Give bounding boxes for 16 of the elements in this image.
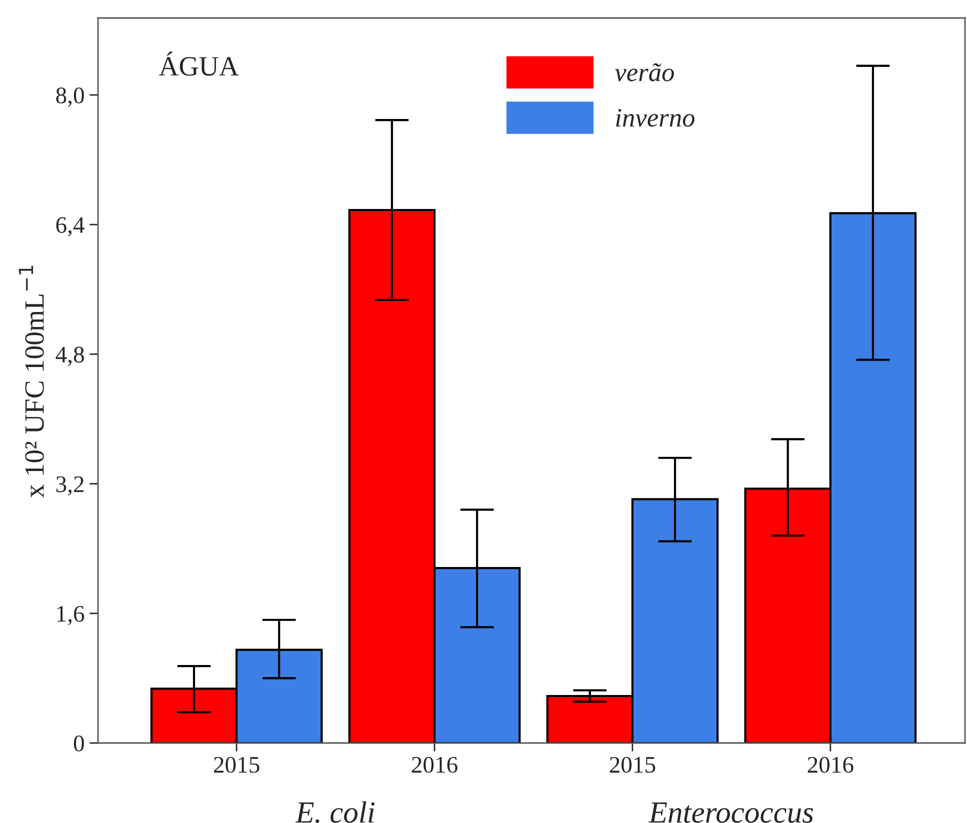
y-tick-label: 0	[74, 735, 84, 752]
y-tick-label: 4,8	[56, 346, 84, 366]
legend-label: inverno	[616, 108, 694, 127]
x-tick-label: 2015	[610, 756, 656, 773]
y-axis-title: x 10² UFC 100mL$^{−1}$	[18, 266, 44, 498]
text: E. coli	[295, 801, 374, 823]
y-tick-label: 1,6	[57, 606, 84, 626]
y-tick-label: 3,2	[56, 476, 84, 496]
y-tick-label: 6,4	[56, 217, 84, 236]
x-tick-label: 2015	[214, 756, 260, 773]
annotation: ÁGUA	[158, 52, 239, 76]
y-tick-label: 8,0	[56, 87, 84, 107]
legend-label: verão	[615, 63, 674, 82]
x-tick-label: 2016	[808, 756, 854, 773]
text: Enterococcus	[648, 802, 814, 823]
x-tick-label: 2016	[412, 756, 458, 773]
